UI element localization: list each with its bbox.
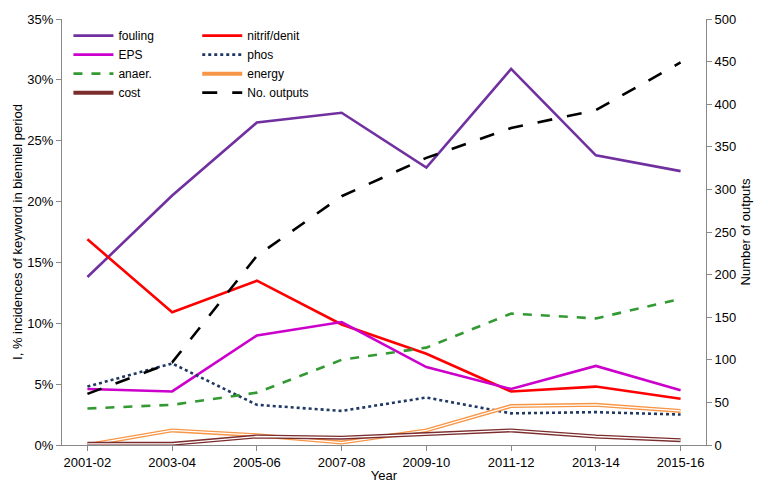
svg-text:15%: 15% — [27, 255, 53, 270]
svg-text:cost: cost — [118, 86, 141, 100]
svg-text:500: 500 — [715, 12, 737, 27]
svg-text:450: 450 — [715, 54, 737, 69]
svg-text:EPS: EPS — [118, 48, 142, 62]
svg-text:nitrif/denit: nitrif/denit — [247, 29, 300, 43]
svg-text:fouling: fouling — [118, 29, 153, 43]
svg-text:energy: energy — [247, 67, 284, 81]
svg-text:50: 50 — [715, 395, 729, 410]
svg-text:0: 0 — [715, 438, 722, 453]
svg-text:Year: Year — [371, 468, 398, 483]
svg-text:2007-08: 2007-08 — [318, 455, 366, 470]
svg-text:0%: 0% — [35, 438, 54, 453]
svg-text:I, % incidences of keyword in: I, % incidences of keyword in bienniel p… — [10, 104, 25, 360]
svg-text:phos: phos — [247, 48, 273, 62]
svg-text:30%: 30% — [27, 72, 53, 87]
svg-text:25%: 25% — [27, 133, 53, 148]
svg-text:100: 100 — [715, 352, 737, 367]
svg-text:Number of outputs: Number of outputs — [738, 178, 753, 285]
svg-text:2015-16: 2015-16 — [657, 455, 705, 470]
svg-text:No. outputs: No. outputs — [247, 86, 308, 100]
svg-text:150: 150 — [715, 310, 737, 325]
svg-text:2005-06: 2005-06 — [233, 455, 281, 470]
svg-text:2003-04: 2003-04 — [148, 455, 196, 470]
svg-text:anaer.: anaer. — [118, 67, 151, 81]
svg-text:2013-14: 2013-14 — [572, 455, 620, 470]
svg-text:250: 250 — [715, 225, 737, 240]
svg-text:2011-12: 2011-12 — [488, 455, 535, 470]
svg-text:5%: 5% — [35, 377, 54, 392]
svg-text:20%: 20% — [27, 194, 53, 209]
svg-text:300: 300 — [715, 182, 737, 197]
svg-text:400: 400 — [715, 97, 737, 112]
svg-text:2009-10: 2009-10 — [403, 455, 451, 470]
svg-text:200: 200 — [715, 267, 737, 282]
svg-text:10%: 10% — [27, 316, 53, 331]
svg-text:350: 350 — [715, 139, 737, 154]
svg-text:2001-02: 2001-02 — [64, 455, 112, 470]
svg-text:35%: 35% — [27, 12, 53, 27]
